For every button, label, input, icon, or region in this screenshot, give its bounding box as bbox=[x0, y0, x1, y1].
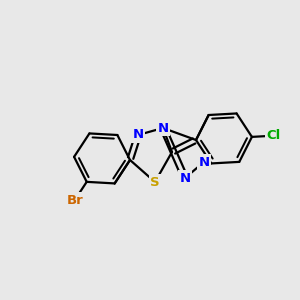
Text: N: N bbox=[198, 155, 210, 169]
Text: N: N bbox=[132, 128, 144, 142]
Text: S: S bbox=[150, 176, 160, 188]
Text: N: N bbox=[158, 122, 169, 134]
Text: N: N bbox=[179, 172, 191, 184]
Text: Br: Br bbox=[66, 194, 83, 207]
Text: Cl: Cl bbox=[267, 129, 281, 142]
